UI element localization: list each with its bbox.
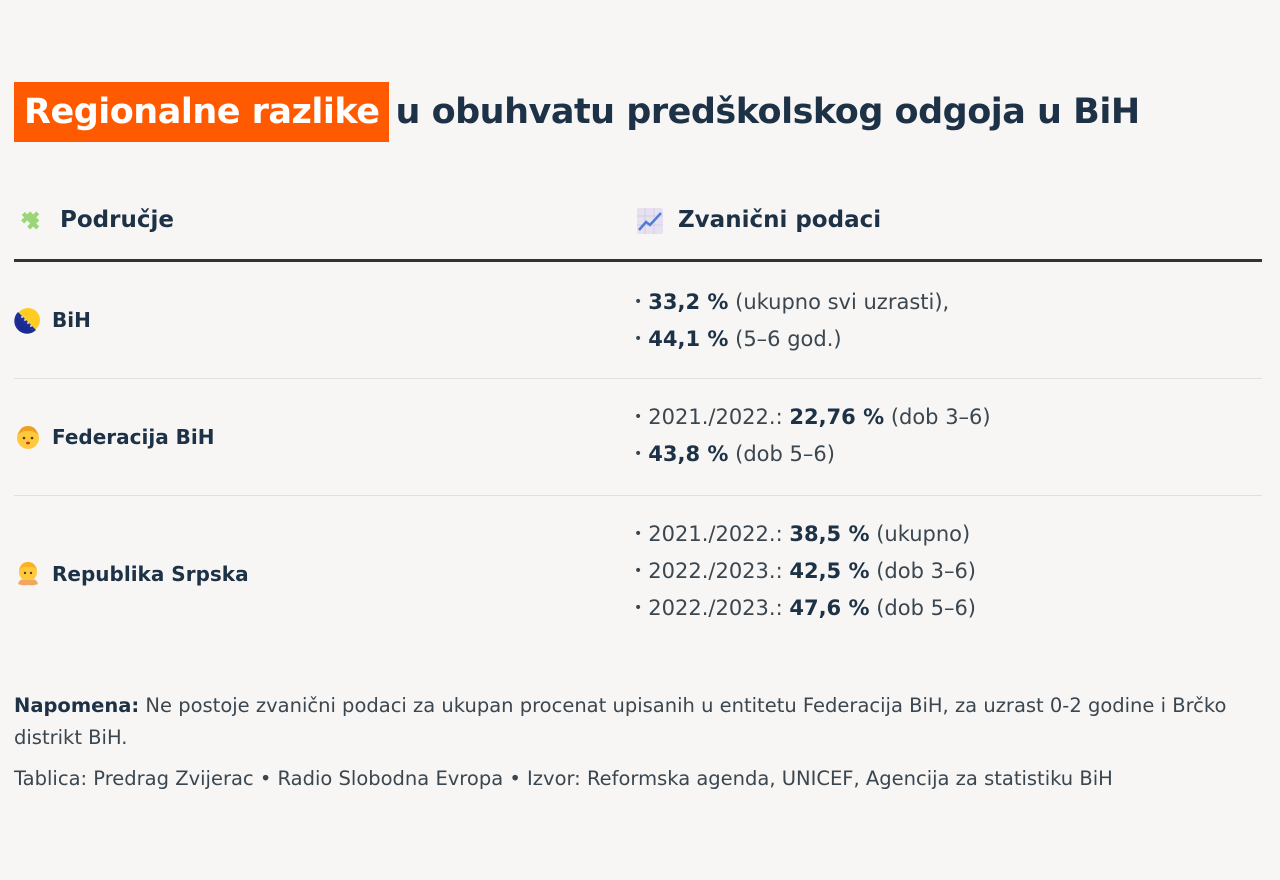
table-row: BiH • 33,2 % (ukupno svi uzrasti), • 44,1 … — [14, 262, 1262, 379]
area-cell: BiH — [14, 306, 91, 334]
footnote-label: Napomena: — [14, 694, 140, 717]
value-item: • 33,2 % (ukupno svi uzrasti), — [634, 290, 950, 314]
value-item: • 2022./2023.: 47,6 % (dob 5–6) — [634, 596, 976, 620]
value-item: • 2021./2022.: 22,76 % (dob 3–6) — [634, 405, 991, 429]
value-item: • 2021./2022.: 38,5 % (ukupno) — [634, 522, 971, 546]
puzzle-piece-icon — [18, 206, 46, 234]
values-cell: • 2021./2022.: 38,5 % (ukupno) • 2022./202… — [634, 516, 976, 627]
table-header: Područje Zvanični podaci — [14, 198, 1262, 242]
column-header-label: Područje — [60, 207, 174, 233]
value-item: • 43,8 % (dob 5–6) — [634, 442, 835, 466]
value-item: • 44,1 % (5–6 god.) — [634, 327, 842, 351]
column-header-data[interactable]: Zvanični podaci — [636, 198, 881, 242]
values-cell: • 2021./2022.: 22,76 % (dob 3–6) • 43,8 % … — [634, 399, 991, 473]
child-face-icon — [14, 423, 42, 451]
values-cell: • 33,2 % (ukupno svi uzrasti), • 44,1 % (5… — [634, 284, 949, 358]
area-name: Republika Srpska — [52, 562, 249, 586]
value-item: • 2022./2023.: 42,5 % (dob 3–6) — [634, 559, 976, 583]
header-divider — [14, 259, 1262, 262]
bosnia-flag-icon — [14, 306, 42, 334]
column-header-label: Zvanični podaci — [678, 207, 882, 233]
chart-increasing-icon — [636, 206, 664, 234]
area-cell: Republika Srpska — [14, 560, 249, 588]
title-rest: u obuhvatu predškolskog odgoja u BiH — [395, 92, 1140, 132]
area-cell: Federacija BiH — [14, 423, 215, 451]
page-title: Regionalne razlike u obuhvatu predškolsko… — [14, 82, 1140, 142]
table-row: Federacija BiH • 2021./2022.: 22,76 % (do… — [14, 379, 1262, 496]
area-name: BiH — [52, 308, 91, 332]
column-header-area[interactable]: Područje — [18, 198, 174, 242]
source-credit: Tablica: Predrag Zvijerac • Radio Slobod… — [14, 767, 1113, 790]
footnote-text: Ne postoje zvanični podaci za ukupan pro… — [14, 694, 1227, 749]
baby-face-icon — [14, 560, 42, 588]
area-name: Federacija BiH — [52, 425, 215, 449]
title-highlight: Regionalne razlike — [14, 82, 390, 142]
table-row: Republika Srpska • 2021./2022.: 38,5 % (u… — [14, 496, 1262, 646]
footnote: Napomena: Ne postoje zvanični podaci za … — [14, 690, 1264, 754]
